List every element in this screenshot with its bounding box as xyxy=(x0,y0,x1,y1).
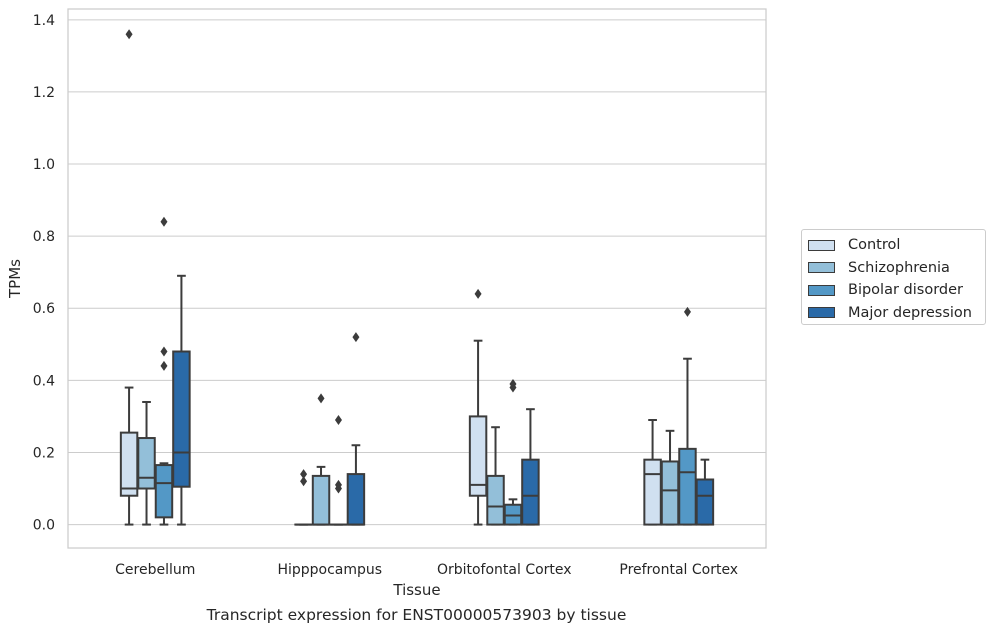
y-axis-label: TPMs xyxy=(6,259,24,299)
outlier-point xyxy=(683,306,691,317)
box-3-0 xyxy=(643,419,662,526)
legend-item-schizophrenia: Schizophrenia xyxy=(808,257,985,280)
y-tick-label: 0.6 xyxy=(33,301,55,317)
outlier-point xyxy=(125,29,133,40)
y-tick-label: 0.0 xyxy=(33,518,55,534)
outlier-point xyxy=(352,332,360,343)
y-tick-label: 1.4 xyxy=(33,13,55,29)
y-tick-label: 0.4 xyxy=(33,373,55,389)
box-1-2 xyxy=(329,415,348,526)
box-groups xyxy=(119,29,715,526)
outlier-point xyxy=(160,346,168,357)
x-tick-label: Hipppocampus xyxy=(277,562,382,578)
outlier-point xyxy=(300,469,308,480)
legend-label: Bipolar disorder xyxy=(848,282,963,299)
box-body xyxy=(486,474,505,526)
box-3-2 xyxy=(678,306,697,526)
outlier-point xyxy=(317,393,325,404)
box-body xyxy=(311,474,331,526)
box-2-3 xyxy=(521,408,540,526)
box-body xyxy=(660,460,680,526)
box-0-1 xyxy=(137,400,156,526)
legend-item-major-depression: Major depression xyxy=(808,302,985,325)
legend-label: Major depression xyxy=(848,304,972,321)
legend-label: Schizophrenia xyxy=(848,259,950,276)
box-3-3 xyxy=(695,458,715,526)
box-1-1 xyxy=(311,393,331,526)
box-2-0 xyxy=(468,288,488,526)
box-2-1 xyxy=(486,426,505,526)
box-body xyxy=(119,431,139,497)
legend: Control Schizophrenia Bipolar disorder M… xyxy=(801,229,986,325)
x-tick-label: Cerebellum xyxy=(115,562,195,578)
legend-swatch xyxy=(808,262,835,274)
x-tick-label: Prefrontal Cortex xyxy=(619,562,738,578)
x-tick-label: Orbitofontal Cortex xyxy=(437,562,572,578)
outlier-point xyxy=(474,288,482,299)
legend-item-bipolar-disorder: Bipolar disorder xyxy=(808,279,985,302)
box-body xyxy=(678,447,697,526)
box-0-0 xyxy=(119,29,139,526)
legend-label: Control xyxy=(848,237,901,254)
y-tick-label: 1.0 xyxy=(33,157,55,173)
legend-swatch xyxy=(808,284,835,296)
outlier-point xyxy=(509,378,517,389)
box-1-0 xyxy=(294,469,313,526)
outlier-point xyxy=(334,415,342,426)
outlier-point xyxy=(334,479,342,490)
plot-frame xyxy=(67,8,767,549)
box-body xyxy=(137,437,156,490)
y-tick-labels: 0.0 0.2 0.4 0.6 0.8 1.0 1.2 1.4 xyxy=(33,13,55,534)
y-tick-label: 0.2 xyxy=(33,445,55,461)
x-tick-labels: Cerebellum Hipppocampus Orbitofontal Corte… xyxy=(115,562,738,578)
box-body xyxy=(521,458,540,526)
legend-swatch xyxy=(808,307,835,319)
figure-caption: Transcript expression for ENST0000057390… xyxy=(206,606,627,624)
box-0-3 xyxy=(172,274,191,526)
y-tick-label: 0.8 xyxy=(33,229,55,245)
y-tick-label: 1.2 xyxy=(33,85,55,101)
box-0-2 xyxy=(154,216,174,526)
outlier-point xyxy=(160,360,168,371)
legend-item-control: Control xyxy=(808,234,985,257)
box-3-1 xyxy=(660,429,680,526)
box-1-3 xyxy=(346,332,366,526)
box-body xyxy=(468,415,488,497)
x-axis-label: Tissue xyxy=(392,581,440,599)
box-body xyxy=(643,458,662,526)
box-body xyxy=(172,350,191,488)
box-2-2 xyxy=(503,378,523,526)
legend-swatch xyxy=(808,239,835,251)
box-body xyxy=(154,464,174,519)
outlier-point xyxy=(300,476,308,487)
outlier-point xyxy=(160,216,168,227)
box-body xyxy=(346,473,366,526)
box-body xyxy=(695,478,715,526)
